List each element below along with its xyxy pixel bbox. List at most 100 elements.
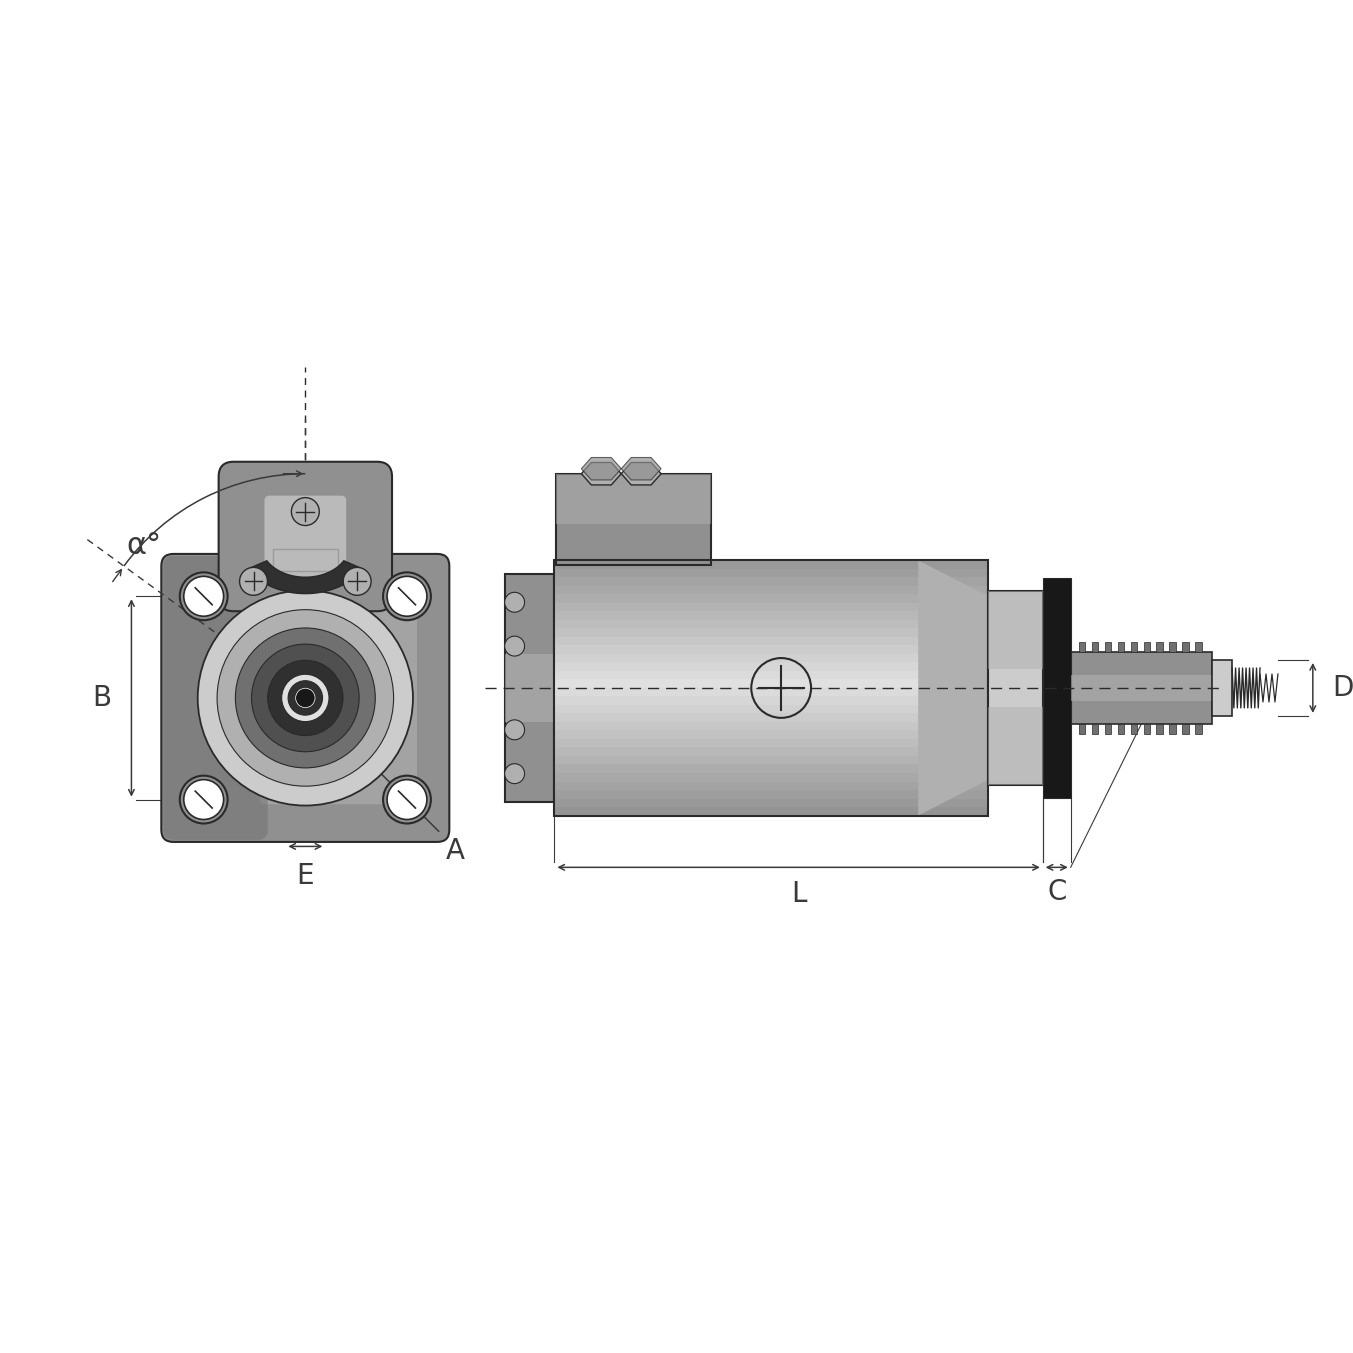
Bar bbox=[1070, 652, 1212, 724]
Polygon shape bbox=[919, 560, 988, 816]
Bar bbox=[1183, 643, 1189, 652]
Polygon shape bbox=[582, 457, 621, 480]
FancyBboxPatch shape bbox=[264, 495, 346, 578]
Circle shape bbox=[383, 775, 430, 824]
Circle shape bbox=[216, 610, 394, 786]
Bar bbox=[1043, 578, 1070, 798]
Bar bbox=[1157, 724, 1162, 733]
Circle shape bbox=[505, 763, 525, 783]
FancyBboxPatch shape bbox=[164, 556, 268, 840]
Bar bbox=[555, 739, 988, 747]
Circle shape bbox=[239, 567, 268, 595]
Bar bbox=[555, 798, 988, 806]
Circle shape bbox=[387, 576, 428, 616]
Bar bbox=[555, 578, 988, 586]
Bar bbox=[555, 603, 988, 612]
Circle shape bbox=[268, 660, 344, 736]
Bar bbox=[555, 723, 988, 731]
Bar bbox=[555, 687, 988, 697]
Bar bbox=[273, 549, 338, 571]
FancyBboxPatch shape bbox=[161, 553, 449, 842]
Circle shape bbox=[288, 681, 322, 716]
Bar bbox=[1212, 660, 1233, 716]
Bar bbox=[1118, 643, 1124, 652]
Bar bbox=[555, 560, 988, 816]
Bar bbox=[1183, 724, 1189, 733]
Bar bbox=[555, 756, 988, 764]
Bar bbox=[555, 782, 988, 790]
Bar bbox=[555, 806, 988, 816]
Circle shape bbox=[184, 576, 223, 616]
Bar bbox=[1118, 724, 1124, 733]
Circle shape bbox=[281, 674, 329, 721]
Bar bbox=[1078, 724, 1085, 733]
Bar bbox=[555, 790, 988, 798]
Polygon shape bbox=[621, 457, 662, 480]
Circle shape bbox=[291, 498, 319, 525]
Circle shape bbox=[252, 644, 359, 752]
Bar bbox=[988, 591, 1043, 668]
Bar bbox=[1092, 643, 1097, 652]
Bar bbox=[555, 731, 988, 739]
Bar bbox=[555, 671, 988, 679]
FancyBboxPatch shape bbox=[260, 594, 417, 804]
Bar bbox=[988, 591, 1043, 785]
Bar bbox=[555, 620, 988, 628]
Bar bbox=[1131, 643, 1137, 652]
Text: L: L bbox=[792, 881, 806, 908]
Bar bbox=[555, 663, 988, 671]
Bar bbox=[1157, 643, 1162, 652]
Polygon shape bbox=[248, 561, 363, 594]
Polygon shape bbox=[582, 463, 621, 484]
Text: A: A bbox=[445, 838, 464, 866]
Circle shape bbox=[198, 590, 413, 805]
Text: C: C bbox=[1047, 878, 1066, 907]
Bar bbox=[1143, 643, 1150, 652]
Text: B: B bbox=[92, 683, 111, 712]
Bar bbox=[988, 708, 1043, 785]
Bar bbox=[555, 713, 988, 723]
Bar bbox=[555, 586, 988, 594]
Bar bbox=[1078, 643, 1085, 652]
Bar bbox=[1104, 643, 1111, 652]
Bar bbox=[1143, 724, 1150, 733]
Bar bbox=[555, 653, 988, 663]
Circle shape bbox=[383, 572, 430, 620]
Bar bbox=[1092, 724, 1097, 733]
Bar bbox=[555, 645, 988, 653]
Bar bbox=[555, 764, 988, 773]
Circle shape bbox=[180, 572, 227, 620]
Bar bbox=[555, 612, 988, 620]
Circle shape bbox=[184, 779, 223, 820]
Bar bbox=[556, 474, 710, 566]
Bar bbox=[555, 594, 988, 603]
Bar bbox=[555, 637, 988, 645]
Circle shape bbox=[296, 689, 315, 708]
Bar bbox=[555, 705, 988, 713]
Bar bbox=[1104, 724, 1111, 733]
Bar bbox=[1169, 724, 1176, 733]
Bar bbox=[505, 653, 555, 723]
Circle shape bbox=[505, 593, 525, 612]
Bar bbox=[555, 568, 988, 578]
Text: D: D bbox=[1333, 674, 1353, 702]
Circle shape bbox=[235, 628, 375, 769]
Circle shape bbox=[387, 779, 428, 820]
Bar bbox=[1131, 724, 1137, 733]
Circle shape bbox=[505, 720, 525, 740]
Bar bbox=[555, 747, 988, 756]
Circle shape bbox=[180, 775, 227, 824]
Bar bbox=[555, 679, 988, 687]
Polygon shape bbox=[621, 463, 662, 484]
Circle shape bbox=[344, 567, 371, 595]
Bar bbox=[1196, 643, 1201, 652]
Text: E: E bbox=[296, 862, 314, 890]
Bar bbox=[555, 773, 988, 782]
Bar bbox=[1070, 675, 1212, 701]
Circle shape bbox=[505, 636, 525, 656]
FancyBboxPatch shape bbox=[219, 461, 392, 612]
Text: α°: α° bbox=[126, 530, 161, 560]
Bar bbox=[555, 697, 988, 705]
Bar bbox=[1196, 724, 1201, 733]
Bar bbox=[555, 560, 988, 568]
